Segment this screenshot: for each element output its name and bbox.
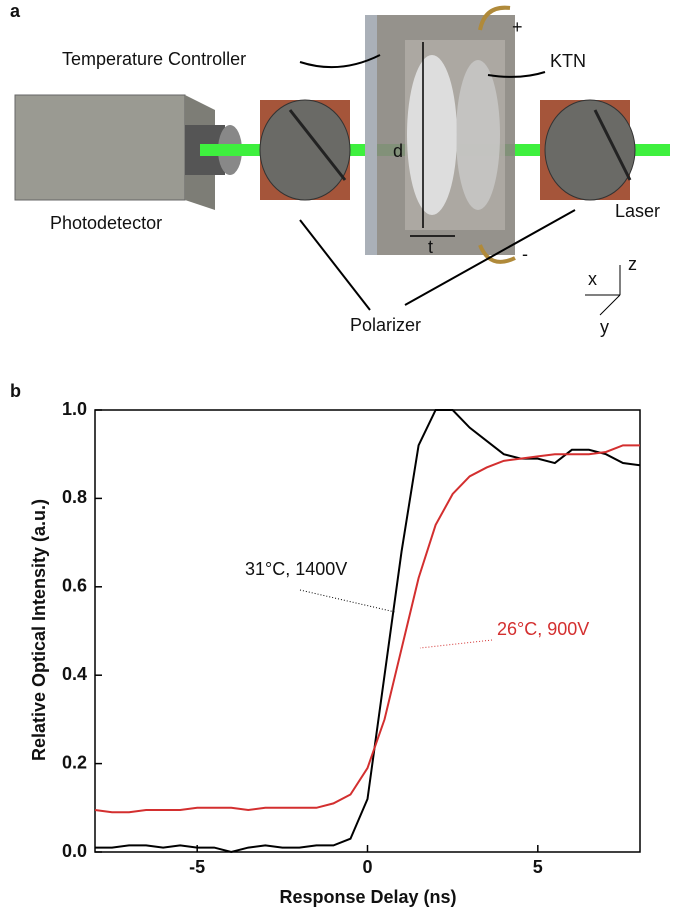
label: x: [588, 269, 597, 289]
label: KTN: [550, 51, 586, 71]
label: Temperature Controller: [62, 49, 246, 69]
y-tick-label: 0.4: [62, 664, 87, 684]
annotation-leader: [299, 589, 396, 613]
label: -: [522, 244, 528, 264]
x-tick-label: -5: [189, 857, 205, 877]
x-tick-label: 5: [533, 857, 543, 877]
label: Polarizer: [350, 315, 421, 335]
label: Laser: [615, 201, 660, 221]
series-line: [94, 444, 640, 814]
label: t: [428, 237, 433, 257]
y-tick-label: 0.2: [62, 752, 87, 772]
series-line: [95, 409, 641, 854]
x-tick-label: 0: [362, 857, 372, 877]
y-tick-label: 0.0: [62, 841, 87, 861]
diagram: [14, 5, 670, 316]
panel-label: b: [10, 381, 21, 401]
label: d: [393, 141, 403, 161]
series-annotation: 31°C, 1400V: [245, 559, 347, 579]
series-annotation: 26°C, 900V: [497, 619, 589, 639]
y-tick-label: 0.8: [62, 487, 87, 507]
x-axis-title: Response Delay (ns): [279, 887, 456, 907]
label: z: [628, 254, 637, 274]
annotation-leader: [419, 639, 493, 649]
panel-label: a: [10, 1, 21, 21]
label: Photodetector: [50, 213, 162, 233]
label: +: [512, 17, 523, 37]
y-tick-label: 0.6: [62, 576, 87, 596]
y-tick-label: 1.0: [62, 399, 87, 419]
label: y: [600, 317, 609, 337]
y-axis-title: Relative Optical Intensity (a.u.): [29, 499, 49, 761]
